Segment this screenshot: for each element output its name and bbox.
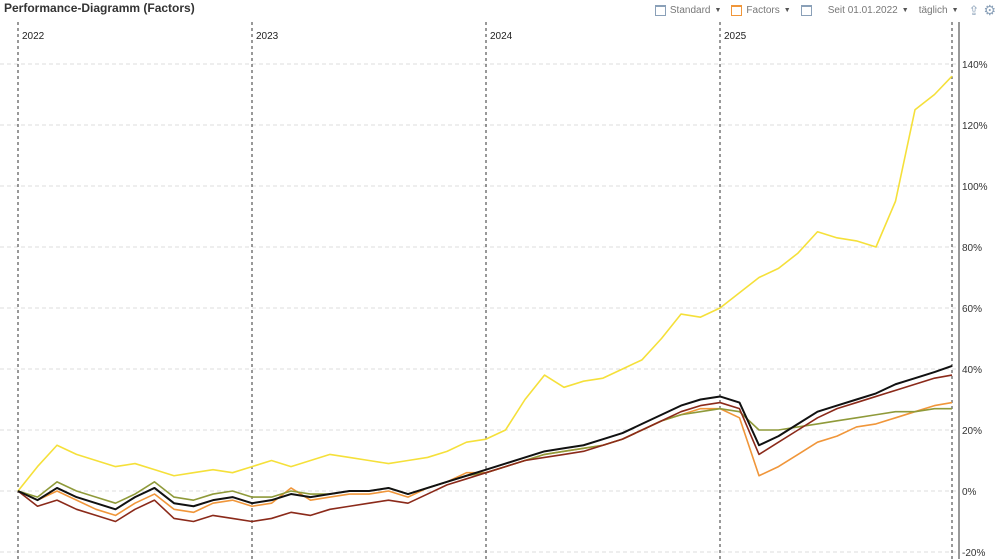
y-tick-label: -20% [962,548,985,559]
x-tick-label: 2022 [22,31,45,42]
y-tick-label: 120% [962,121,988,132]
x-tick-label: 2023 [256,31,279,42]
series-line-0 [17,75,953,492]
gear-icon[interactable]: ⚙ [983,2,996,18]
factors-dropdown[interactable]: Factors [746,5,780,16]
series-line-3 [17,374,953,523]
y-tick-label: 0% [962,487,977,498]
y-tick-label: 100% [962,182,988,193]
series-line-1 [17,401,953,517]
caret-down-icon[interactable]: ▼ [714,7,722,14]
series-line-2 [17,407,952,505]
window-icon[interactable] [654,5,666,16]
chart-title: Performance-Diagramm (Factors) [4,1,195,15]
x-tick-label: 2024 [490,31,513,42]
chart-header: Performance-Diagramm (Factors) Standard ▼… [0,0,1000,18]
series-line-4 [17,365,953,511]
y-tick-label: 60% [962,304,982,315]
interval-dropdown[interactable]: täglich [918,5,948,16]
caret-down-icon[interactable]: ▼ [783,7,791,14]
toolbar: Standard ▼ Factors ▼ Seit 01.01.2022 ▼ tägl… [654,2,996,19]
y-tick-label: 140% [962,60,988,71]
window-icon[interactable] [731,5,743,16]
caret-down-icon[interactable]: ▼ [901,7,909,14]
window-add-icon[interactable] [800,5,812,16]
caret-down-icon[interactable]: ▼ [951,7,959,14]
y-tick-label: 40% [962,365,982,376]
standard-dropdown[interactable]: Standard [669,5,711,16]
x-tick-label: 2025 [724,31,747,42]
period-dropdown[interactable]: Seit 01.01.2022 [827,5,898,16]
y-tick-label: 80% [962,243,982,254]
y-tick-label: 20% [962,426,982,437]
export-icon[interactable]: ⇪ [968,2,980,18]
